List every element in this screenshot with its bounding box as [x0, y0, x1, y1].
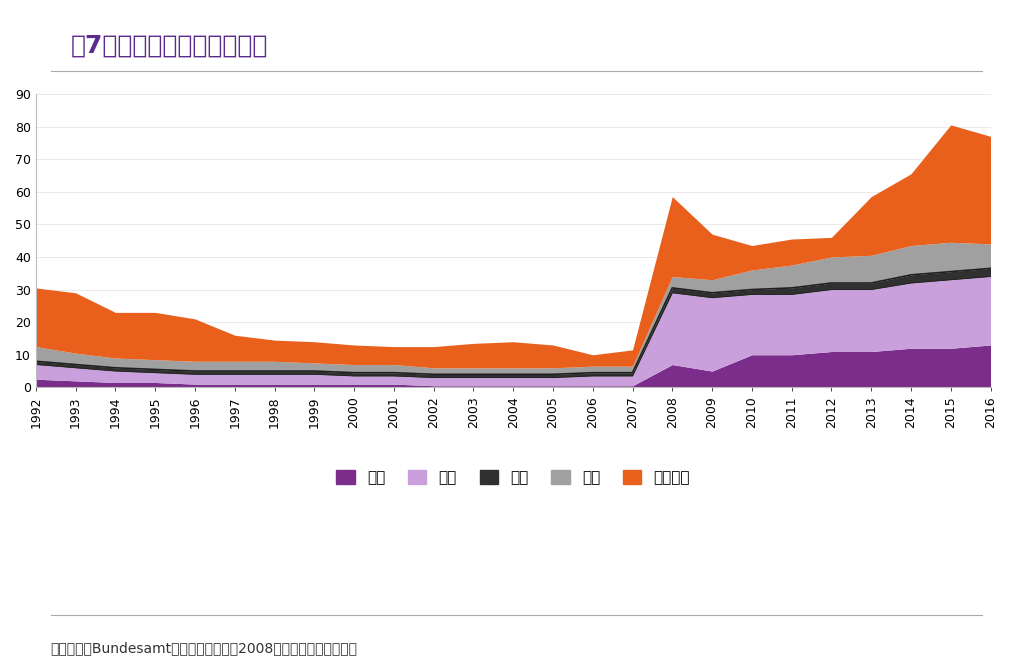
Text: 图7：德国环保产业投资数据: 图7：德国环保产业投资数据	[71, 34, 268, 58]
Legend: 固废, 污水, 噪声, 大气, 气候变化: 固废, 污水, 噪声, 大气, 气候变化	[330, 464, 696, 491]
Text: 资料来源：Bundesamt；单位：亿欧元；2008年统计口径发生了变化: 资料来源：Bundesamt；单位：亿欧元；2008年统计口径发生了变化	[51, 641, 357, 655]
